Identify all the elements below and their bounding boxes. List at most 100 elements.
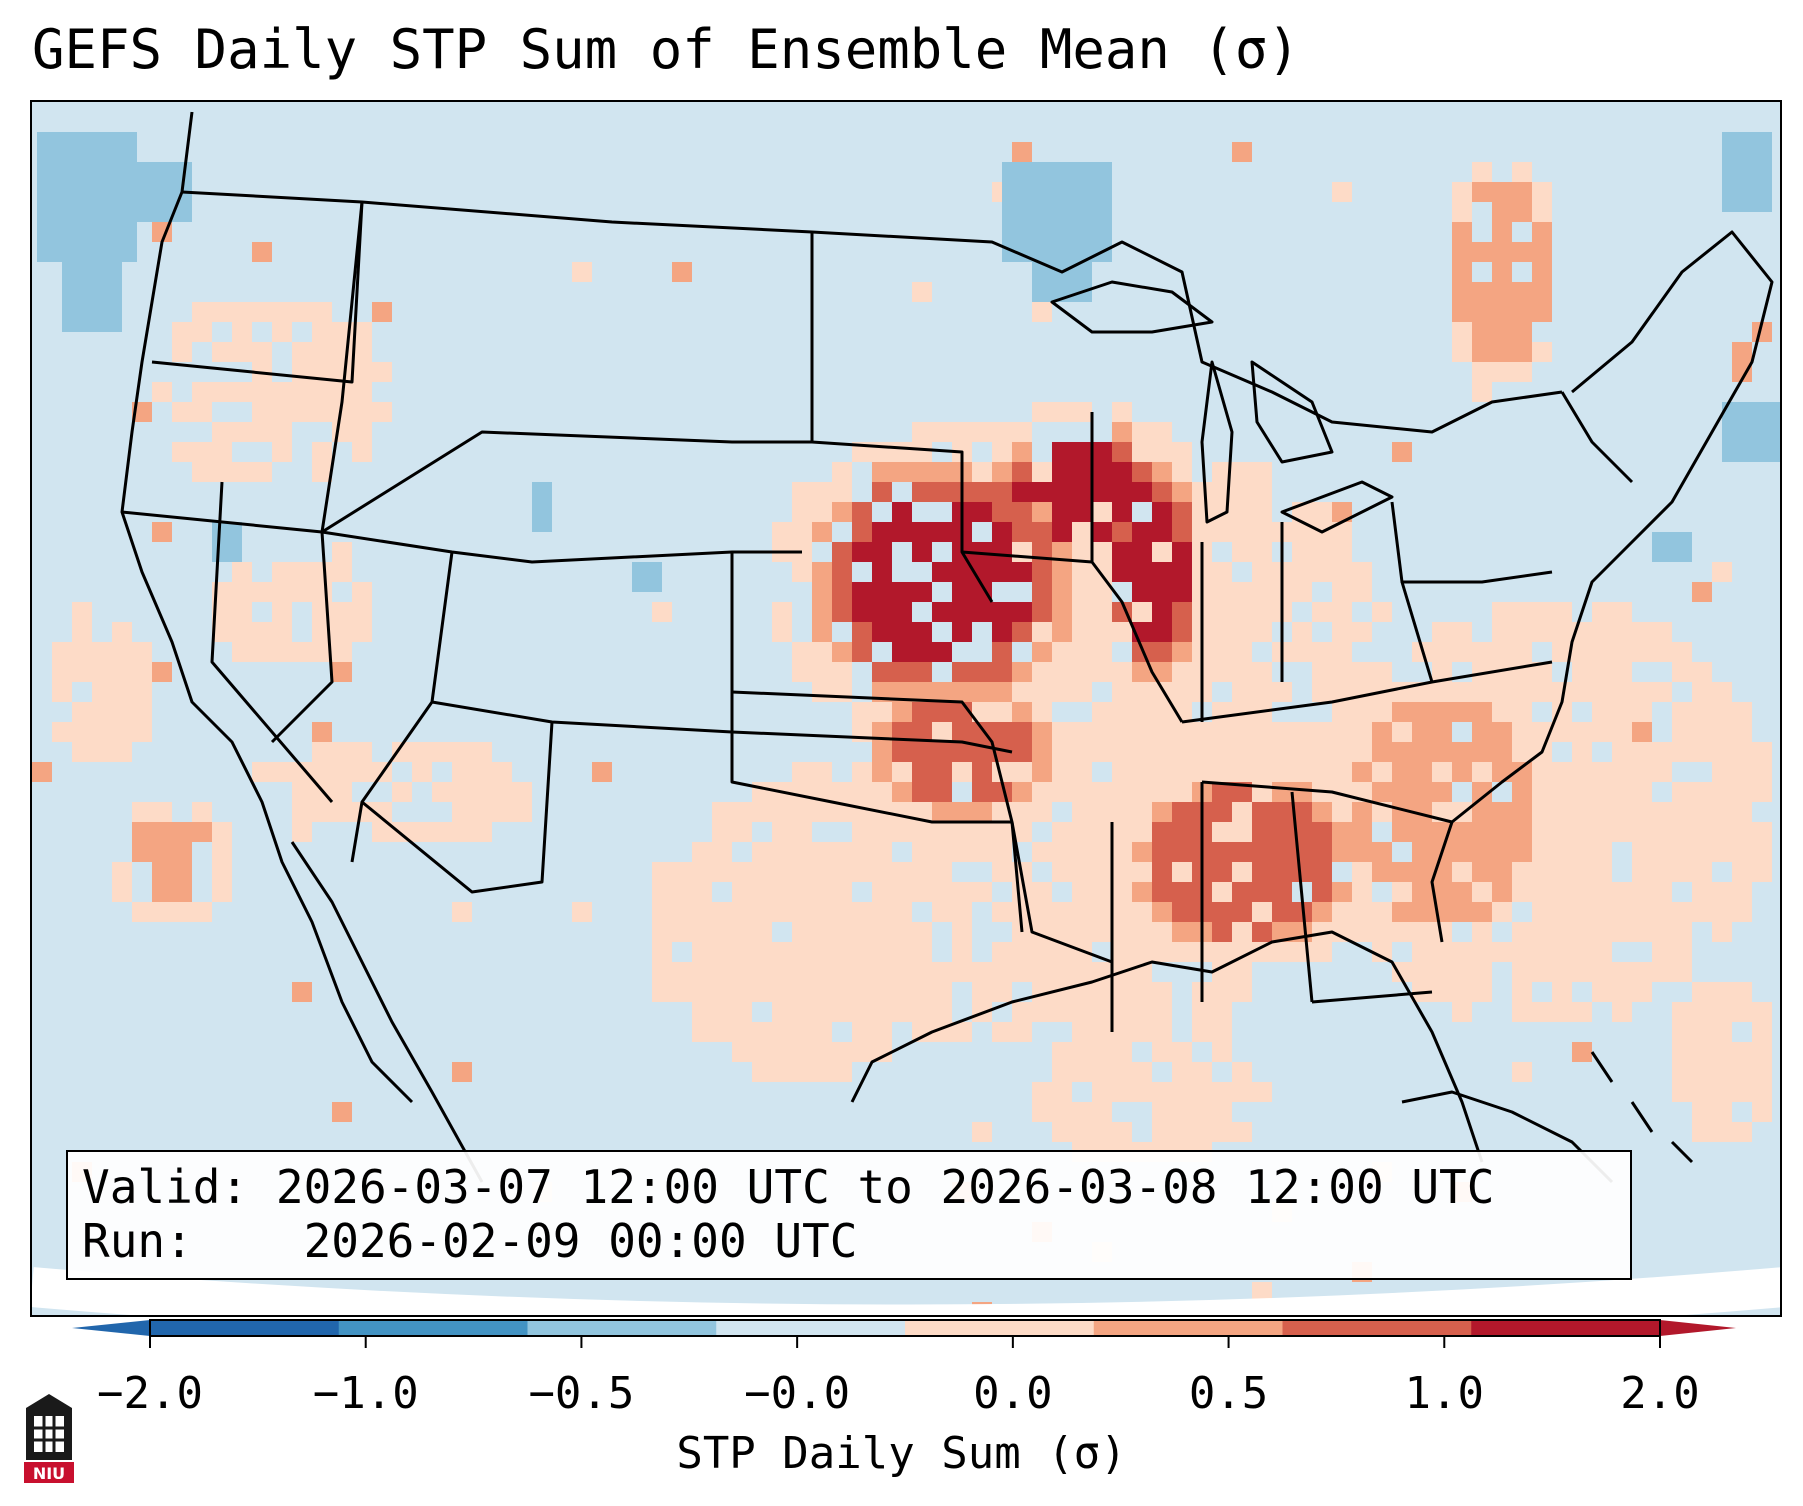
anomaly-cell xyxy=(1452,982,1472,1002)
anomaly-cell xyxy=(52,662,72,682)
anomaly-cell xyxy=(1592,682,1612,702)
anomaly-cell xyxy=(1712,922,1732,942)
anomaly-cell xyxy=(732,1042,752,1062)
anomaly-cell xyxy=(1472,362,1492,382)
anomaly-cell xyxy=(1312,882,1332,902)
anomaly-cell xyxy=(1452,762,1472,782)
anomaly-cell xyxy=(52,642,72,662)
anomaly-cell xyxy=(1512,922,1532,942)
anomaly-cell xyxy=(1092,1102,1112,1122)
anomaly-cell xyxy=(992,522,1012,542)
anomaly-cell xyxy=(1632,902,1652,922)
anomaly-cell xyxy=(1132,902,1152,922)
anomaly-cell xyxy=(1552,942,1572,962)
anomaly-cell xyxy=(1172,642,1192,662)
anomaly-cell xyxy=(1432,642,1452,662)
anomaly-cell xyxy=(272,322,292,342)
anomaly-cell xyxy=(872,662,892,682)
anomaly-cell xyxy=(1612,922,1632,942)
anomaly-cell xyxy=(1552,722,1572,742)
anomaly-cell xyxy=(1232,502,1252,522)
anomaly-cell xyxy=(1472,962,1492,982)
anomaly-cell xyxy=(712,902,732,922)
east-coast xyxy=(1430,230,1774,943)
anomaly-cell xyxy=(732,882,752,902)
anomaly-cell xyxy=(1212,742,1232,762)
anomaly-cell xyxy=(232,642,252,662)
anomaly-cell xyxy=(1732,362,1752,382)
anomaly-cell xyxy=(992,682,1012,702)
colorbar-tick-label: 0.5 xyxy=(1188,1368,1269,1419)
anomaly-cell xyxy=(912,802,932,822)
anomaly-cell xyxy=(792,782,812,802)
anomaly-cell xyxy=(332,622,352,642)
anomaly-cell xyxy=(1192,1002,1212,1022)
anomaly-cell xyxy=(1032,402,1052,422)
anomaly-cell xyxy=(1372,662,1392,682)
anomaly-cell xyxy=(1272,722,1292,742)
anomaly-cell xyxy=(752,942,772,962)
anomaly-cell xyxy=(1072,462,1092,482)
anomaly-cell xyxy=(992,662,1012,682)
anomaly-cell xyxy=(352,322,372,342)
anomaly-cell xyxy=(152,802,172,822)
anomaly-cell xyxy=(932,842,952,862)
anomaly-cell xyxy=(1092,902,1112,922)
anomaly-cell xyxy=(1532,202,1552,222)
anomaly-cell xyxy=(792,882,812,902)
anomaly-cell xyxy=(212,462,232,482)
anomaly-cell xyxy=(952,622,972,642)
anomaly-cell xyxy=(752,1062,772,1082)
anomaly-cell xyxy=(832,962,852,982)
anomaly-cell xyxy=(332,602,352,622)
anomaly-cell xyxy=(932,802,952,822)
anomaly-cell xyxy=(1212,602,1232,622)
anomaly-cell xyxy=(772,942,792,962)
anomaly-cell xyxy=(1052,902,1072,922)
anomaly-cell xyxy=(1672,962,1692,982)
anomaly-cell xyxy=(1392,882,1412,902)
anomaly-cell xyxy=(1172,662,1192,682)
anomaly-cell xyxy=(952,1022,972,1042)
anomaly-cell xyxy=(1472,782,1492,802)
anomaly-cell xyxy=(1392,442,1412,462)
anomaly-cell xyxy=(992,642,1012,662)
anomaly-cell xyxy=(1052,1042,1072,1062)
anomaly-cell xyxy=(912,862,932,882)
anomaly-cell xyxy=(1492,842,1512,862)
anomaly-cell xyxy=(1272,782,1292,802)
anomaly-cell xyxy=(1312,922,1332,942)
anomaly-cell xyxy=(1152,902,1172,922)
anomaly-cell xyxy=(1512,182,1532,202)
anomaly-cell xyxy=(1632,642,1652,662)
anomaly-cell xyxy=(1092,522,1112,542)
anomaly-cell xyxy=(1752,1102,1772,1122)
anomaly-cell xyxy=(832,922,852,942)
anomaly-cell xyxy=(1212,982,1232,1002)
anomaly-cell xyxy=(992,602,1012,622)
anomaly-cell xyxy=(352,402,372,422)
anomaly-cell xyxy=(1092,442,1112,462)
anomaly-cell xyxy=(1152,882,1172,902)
anomaly-cell xyxy=(1292,762,1312,782)
anomaly-cell xyxy=(712,982,732,1002)
anomaly-cell xyxy=(472,742,492,762)
anomaly-cell xyxy=(1572,782,1592,802)
anomaly-cell xyxy=(692,942,712,962)
anomaly-cell xyxy=(1112,1122,1132,1142)
anomaly-cell xyxy=(1072,622,1092,642)
baja-peninsula xyxy=(290,841,484,1183)
anomaly-cell xyxy=(1672,942,1692,962)
anomaly-cell xyxy=(1032,842,1052,862)
anomaly-cell xyxy=(1252,822,1272,842)
anomaly-cell xyxy=(1232,802,1252,822)
anomaly-cell xyxy=(772,962,792,982)
anomaly-cell xyxy=(1252,502,1272,522)
anomaly-cell xyxy=(1032,902,1052,922)
anomaly-cell xyxy=(1052,562,1072,582)
anomaly-cell xyxy=(1232,602,1252,622)
colorbar-label: STP Daily Sum (σ) xyxy=(676,1428,1127,1479)
anomaly-cell xyxy=(1512,642,1532,662)
anomaly-cell xyxy=(872,742,892,762)
anomaly-cell xyxy=(1732,1062,1752,1082)
